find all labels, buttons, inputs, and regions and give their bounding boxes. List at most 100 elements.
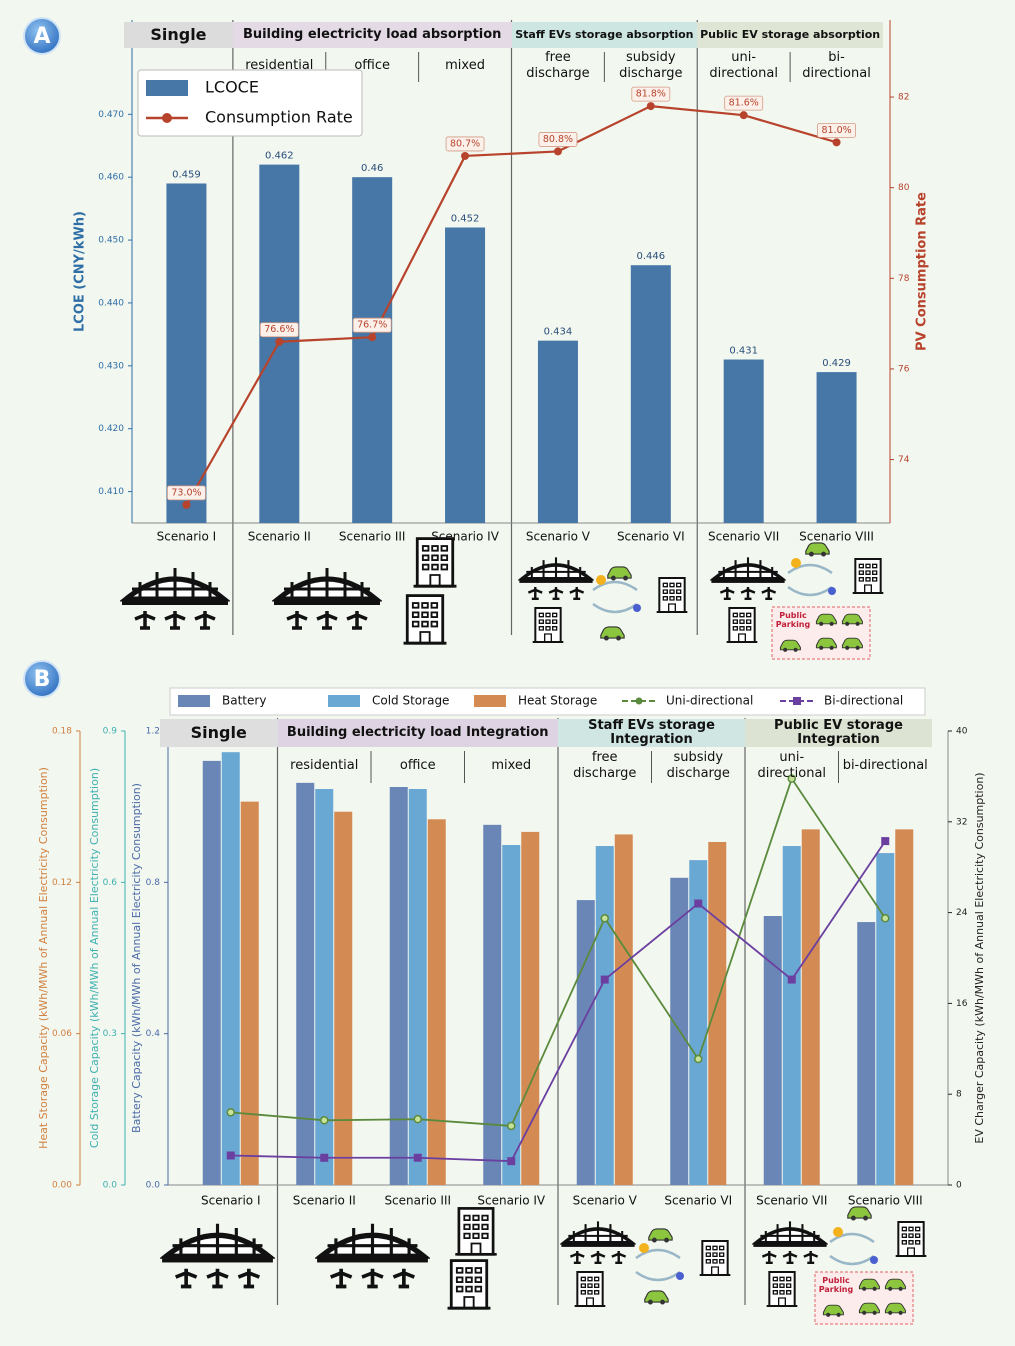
y-tick-label: 24 (956, 908, 968, 918)
sub-header: subsidy discharge (666, 750, 730, 781)
group-header: Building electricity load Integration (277, 719, 558, 747)
icon (847, 1206, 872, 1221)
bar-value-label: 0.462 (265, 151, 294, 162)
y-tick-label: 8 (956, 1090, 962, 1100)
line-marker (226, 1108, 235, 1117)
bar (445, 227, 486, 524)
x-tick-label: Scenario II (248, 530, 311, 544)
value-label-box (631, 86, 671, 102)
y-tick-label: 82 (898, 93, 909, 103)
icon (894, 1220, 928, 1258)
line-marker (881, 837, 890, 846)
x-tick-label: Scenario V (526, 530, 591, 544)
line-value-label: 76.7% (357, 320, 387, 331)
bar (202, 760, 221, 1185)
y-tick-label: 0.430 (98, 361, 124, 371)
y-tick-label: 0.0 (103, 1181, 118, 1191)
sub-header: residential (290, 758, 359, 774)
sub-header: mixed (445, 58, 485, 74)
y-tick-label: 0.450 (98, 236, 124, 246)
x-tick-label: Scenario VIII (848, 1194, 923, 1208)
y-tick-label: 0.06 (52, 1029, 72, 1039)
legend-label: Consumption Rate (205, 108, 353, 127)
bar-value-label: 0.429 (822, 358, 851, 369)
group-header: Single (124, 22, 233, 48)
y-tick-label: 74 (898, 455, 910, 465)
icon (884, 1278, 906, 1292)
y-tick-label: 0.420 (98, 424, 124, 434)
bar (352, 177, 393, 523)
sub-header: bi-directional (842, 758, 928, 774)
axis-title: LCOE (CNY/kWh) (73, 211, 88, 332)
group-header: Single (160, 719, 278, 747)
bar (427, 819, 446, 1185)
value-label-box (259, 322, 299, 338)
line-marker (739, 111, 748, 120)
icon (317, 1224, 428, 1287)
icon (786, 556, 838, 597)
icon (122, 568, 228, 628)
legend-swatch (178, 695, 210, 707)
bar (576, 900, 595, 1185)
icon (531, 606, 565, 644)
parking-label: Public Parking (818, 1276, 854, 1295)
y-tick-label: 0.9 (103, 727, 118, 737)
line-marker (646, 102, 655, 111)
bar (502, 845, 521, 1185)
bar (521, 831, 540, 1185)
legend-label: Cold Storage (372, 694, 449, 708)
icon (828, 1225, 880, 1266)
icon (453, 1206, 499, 1257)
icon (655, 576, 689, 614)
bar (801, 829, 820, 1185)
icon (448, 1261, 491, 1309)
panel-badge (23, 660, 61, 698)
y-tick-label: 0.8 (146, 878, 161, 888)
y-tick-label: 78 (898, 274, 910, 284)
line-marker (275, 337, 284, 346)
icon (600, 626, 625, 641)
x-tick-label: Scenario VIII (799, 530, 874, 544)
bar (876, 853, 895, 1185)
axis-title: Battery Capacity (kWh/MWh of Annual Elec… (130, 783, 143, 1133)
x-tick-label: Scenario IV (477, 1194, 546, 1208)
y-tick-label: 0 (956, 1181, 962, 1191)
icon (765, 1270, 799, 1308)
icon (858, 1302, 880, 1316)
value-label-box (445, 136, 485, 152)
bar (723, 359, 764, 523)
icon (779, 639, 801, 653)
line-value-label: 81.8% (636, 89, 666, 100)
line-marker (413, 1153, 422, 1162)
icon (411, 536, 459, 589)
icon (805, 542, 830, 557)
icon (815, 637, 837, 651)
line-marker (320, 1153, 329, 1162)
line-marker (832, 138, 841, 147)
icon (752, 1219, 828, 1265)
sub-header: residential (245, 58, 314, 74)
legend-swatch (162, 113, 172, 123)
x-tick-label: Scenario VII (756, 1194, 827, 1208)
y-tick-label: 0.18 (52, 727, 72, 737)
sub-header: office (399, 758, 436, 774)
line-marker (368, 333, 377, 342)
legend-swatch (474, 695, 506, 707)
line-value-label: 81.0% (821, 125, 851, 136)
icon (518, 555, 594, 601)
icon (401, 593, 449, 646)
line-marker (787, 774, 796, 783)
line-marker (413, 1114, 422, 1124)
legend-box (137, 69, 363, 137)
legend-swatch (793, 697, 801, 705)
sub-header: free discharge (526, 50, 590, 81)
bar (763, 916, 782, 1185)
line-marker (694, 899, 703, 908)
y-tick-label: 40 (956, 727, 968, 737)
bar (614, 834, 633, 1185)
legend-swatch (146, 80, 188, 96)
bar (408, 789, 427, 1185)
bar (595, 846, 614, 1185)
line (185, 104, 837, 506)
